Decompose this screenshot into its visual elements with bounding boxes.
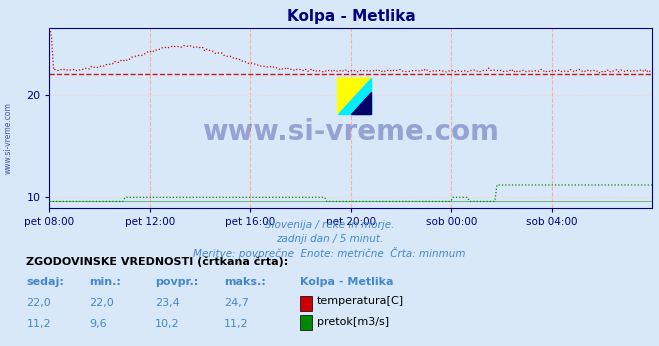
Text: 11,2: 11,2: [224, 319, 248, 329]
Text: Meritve: povprečne  Enote: metrične  Črta: minmum: Meritve: povprečne Enote: metrične Črta:…: [193, 247, 466, 260]
Text: www.si-vreme.com: www.si-vreme.com: [3, 102, 13, 174]
Text: Slovenija / reke in morje.: Slovenija / reke in morje.: [265, 220, 394, 230]
Text: maks.:: maks.:: [224, 277, 266, 288]
Text: temperatura[C]: temperatura[C]: [317, 296, 404, 306]
Text: 22,0: 22,0: [26, 298, 51, 308]
Title: Kolpa - Metlika: Kolpa - Metlika: [287, 9, 415, 24]
Polygon shape: [337, 78, 371, 114]
Text: povpr.:: povpr.:: [155, 277, 198, 288]
Text: 9,6: 9,6: [89, 319, 107, 329]
Text: 10,2: 10,2: [155, 319, 179, 329]
Text: zadnji dan / 5 minut.: zadnji dan / 5 minut.: [276, 234, 383, 244]
Text: www.si-vreme.com: www.si-vreme.com: [202, 118, 500, 146]
Text: 22,0: 22,0: [89, 298, 114, 308]
Text: min.:: min.:: [89, 277, 121, 288]
Text: 11,2: 11,2: [26, 319, 51, 329]
Text: 23,4: 23,4: [155, 298, 180, 308]
Text: 24,7: 24,7: [224, 298, 249, 308]
Text: Kolpa - Metlika: Kolpa - Metlika: [300, 277, 393, 288]
Polygon shape: [337, 78, 371, 114]
Text: sedaj:: sedaj:: [26, 277, 64, 288]
Text: pretok[m3/s]: pretok[m3/s]: [317, 317, 389, 327]
Polygon shape: [351, 92, 371, 114]
Text: ZGODOVINSKE VREDNOSTI (črtkana črta):: ZGODOVINSKE VREDNOSTI (črtkana črta):: [26, 256, 289, 267]
